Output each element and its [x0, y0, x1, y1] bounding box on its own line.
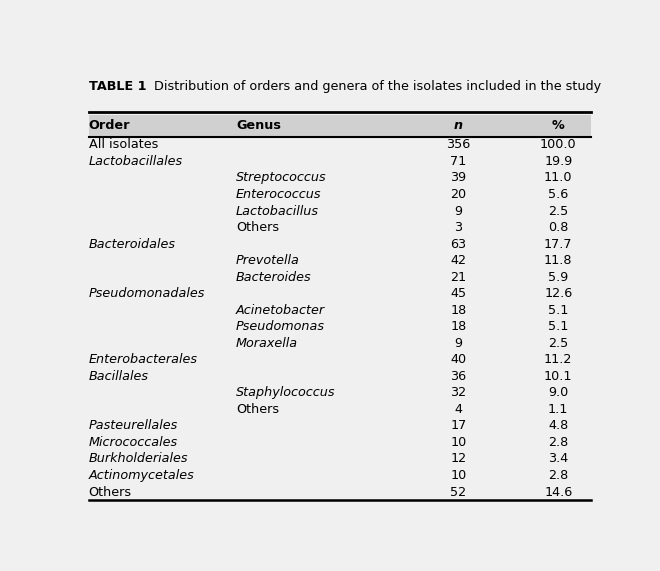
Text: 14.6: 14.6 [544, 485, 572, 498]
Text: 5.1: 5.1 [548, 320, 568, 333]
Text: Others: Others [88, 485, 132, 498]
Text: Acinetobacter: Acinetobacter [236, 304, 325, 317]
Text: Distribution of orders and genera of the isolates included in the study: Distribution of orders and genera of the… [146, 79, 601, 93]
Text: 5.9: 5.9 [548, 271, 568, 284]
Text: 10: 10 [450, 469, 467, 482]
Text: 18: 18 [450, 320, 467, 333]
Text: Micrococcales: Micrococcales [88, 436, 178, 449]
Text: Pseudomonadales: Pseudomonadales [88, 287, 205, 300]
Text: Prevotella: Prevotella [236, 254, 300, 267]
Text: n: n [454, 119, 463, 132]
Text: 52: 52 [450, 485, 467, 498]
Text: Lactobacillus: Lactobacillus [236, 204, 319, 218]
Text: 19.9: 19.9 [544, 155, 572, 168]
Text: 2.5: 2.5 [548, 204, 568, 218]
Text: Genus: Genus [236, 119, 280, 132]
Text: Lactobacillales: Lactobacillales [88, 155, 183, 168]
Text: 2.8: 2.8 [548, 469, 568, 482]
Text: 100.0: 100.0 [540, 138, 576, 151]
Text: All isolates: All isolates [88, 138, 158, 151]
Text: 11.2: 11.2 [544, 353, 572, 366]
Text: 11.8: 11.8 [544, 254, 572, 267]
Text: 45: 45 [450, 287, 467, 300]
Text: 2.8: 2.8 [548, 436, 568, 449]
Text: Burkholderiales: Burkholderiales [88, 452, 188, 465]
Text: 9: 9 [455, 337, 463, 350]
Text: 10: 10 [450, 436, 467, 449]
Text: 5.6: 5.6 [548, 188, 568, 201]
Text: Enterobacterales: Enterobacterales [88, 353, 197, 366]
Text: 17: 17 [450, 420, 467, 432]
Text: Pseudomonas: Pseudomonas [236, 320, 325, 333]
Text: 42: 42 [451, 254, 467, 267]
Text: 12: 12 [450, 452, 467, 465]
Text: 4: 4 [455, 403, 463, 416]
Text: 356: 356 [446, 138, 471, 151]
Text: 9.0: 9.0 [548, 387, 568, 399]
Text: 3: 3 [454, 221, 463, 234]
Text: Streptococcus: Streptococcus [236, 171, 327, 184]
Text: Enterococcus: Enterococcus [236, 188, 321, 201]
Bar [88, 115, 591, 136]
Text: 1.1: 1.1 [548, 403, 568, 416]
Text: 12.6: 12.6 [544, 287, 572, 300]
Text: 10.1: 10.1 [544, 370, 572, 383]
Text: 21: 21 [450, 271, 467, 284]
Text: 11.0: 11.0 [544, 171, 572, 184]
Text: Pasteurellales: Pasteurellales [88, 420, 178, 432]
Text: 20: 20 [450, 188, 467, 201]
Text: 40: 40 [450, 353, 467, 366]
Text: Actinomycetales: Actinomycetales [88, 469, 195, 482]
Text: %: % [552, 119, 564, 132]
Text: 36: 36 [450, 370, 467, 383]
Text: Staphylococcus: Staphylococcus [236, 387, 335, 399]
Text: Order: Order [88, 119, 130, 132]
Text: 4.8: 4.8 [548, 420, 568, 432]
Text: 17.7: 17.7 [544, 238, 572, 251]
Text: Others: Others [236, 221, 279, 234]
Text: 39: 39 [450, 171, 467, 184]
Text: Others: Others [236, 403, 279, 416]
Text: Bacteroidales: Bacteroidales [88, 238, 176, 251]
Text: 5.1: 5.1 [548, 304, 568, 317]
Text: 32: 32 [450, 387, 467, 399]
Text: 18: 18 [450, 304, 467, 317]
Text: Bacillales: Bacillales [88, 370, 148, 383]
Text: Bacteroides: Bacteroides [236, 271, 312, 284]
Text: 0.8: 0.8 [548, 221, 568, 234]
Text: TABLE 1: TABLE 1 [88, 79, 146, 93]
Text: 2.5: 2.5 [548, 337, 568, 350]
Text: 9: 9 [455, 204, 463, 218]
Text: 71: 71 [450, 155, 467, 168]
Text: 3.4: 3.4 [548, 452, 568, 465]
Text: 63: 63 [450, 238, 467, 251]
Text: Moraxella: Moraxella [236, 337, 298, 350]
